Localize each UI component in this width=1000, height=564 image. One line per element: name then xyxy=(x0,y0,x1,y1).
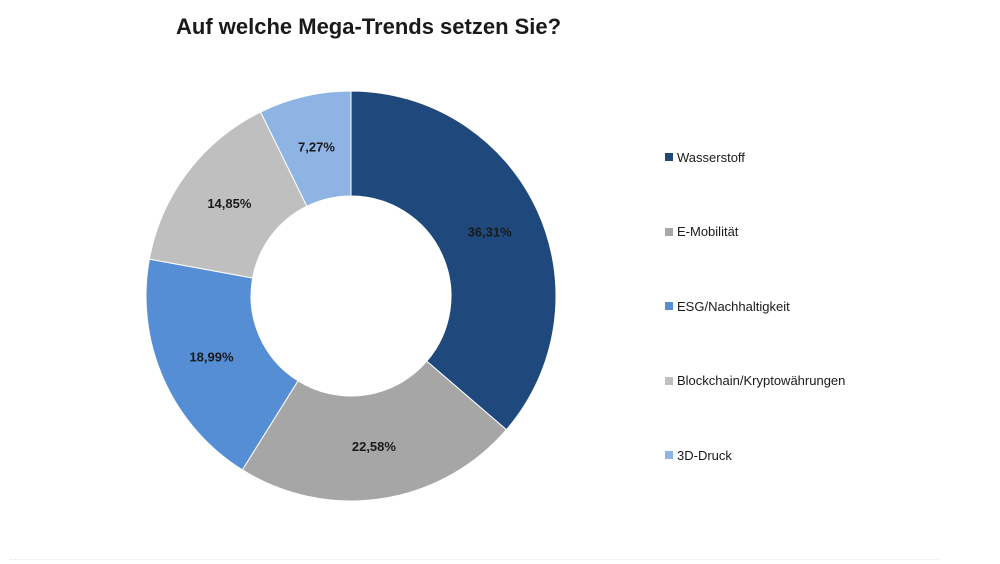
legend-label: 3D-Druck xyxy=(677,447,732,463)
slice-label-e-mobilitaet: 22,58% xyxy=(352,439,397,454)
donut-slices xyxy=(145,90,557,502)
slice-label-esg-nachhaltigkeit: 18,99% xyxy=(189,350,234,365)
legend-swatch xyxy=(665,227,673,236)
legend-swatch xyxy=(665,376,673,385)
slice-label-blockchain-kryptowaehrungen: 14,85% xyxy=(207,196,252,211)
legend-label: ESG/Nachhaltigkeit xyxy=(677,298,790,314)
legend-label: Wasserstoff xyxy=(677,149,745,165)
legend-item-3d-druck: 3D-Druck xyxy=(665,447,845,463)
chart-legend: Wasserstoff E-Mobilität ESG/Nachhaltigkeit… xyxy=(665,149,845,522)
donut-slice-labels: 36,31% 22,58% 18,99% 14,85% 7,27% xyxy=(189,139,512,453)
chart-title: Auf welche Mega-Trends setzen Sie? xyxy=(176,14,562,39)
bottom-divider xyxy=(10,559,940,560)
legend-item-blockchain-kryptowaehrungen: Blockchain/Kryptowährungen xyxy=(665,373,845,389)
slice-3d-druck xyxy=(259,90,352,207)
slice-label-3d-druck: 7,27% xyxy=(298,139,335,154)
legend-swatch xyxy=(665,153,673,161)
slice-blockchain-kryptowaehrungen xyxy=(148,111,308,279)
legend-swatch xyxy=(665,302,673,310)
legend-label: Blockchain/Kryptowährungen xyxy=(677,373,846,388)
legend-item-esg-nachhaltigkeit: ESG/Nachhaltigkeit xyxy=(665,298,845,314)
slice-esg-nachhaltigkeit xyxy=(145,258,299,471)
legend-swatch xyxy=(665,451,673,459)
legend-item-wasserstoff: Wasserstoff xyxy=(665,149,845,165)
slice-wasserstoff xyxy=(350,90,557,431)
slice-e-mobilitaet xyxy=(241,360,508,502)
legend-label: E-Mobilität xyxy=(677,224,739,239)
slice-label-wasserstoff: 36,31% xyxy=(468,224,513,239)
legend-item-e-mobilitaet: E-Mobilität xyxy=(665,224,845,240)
